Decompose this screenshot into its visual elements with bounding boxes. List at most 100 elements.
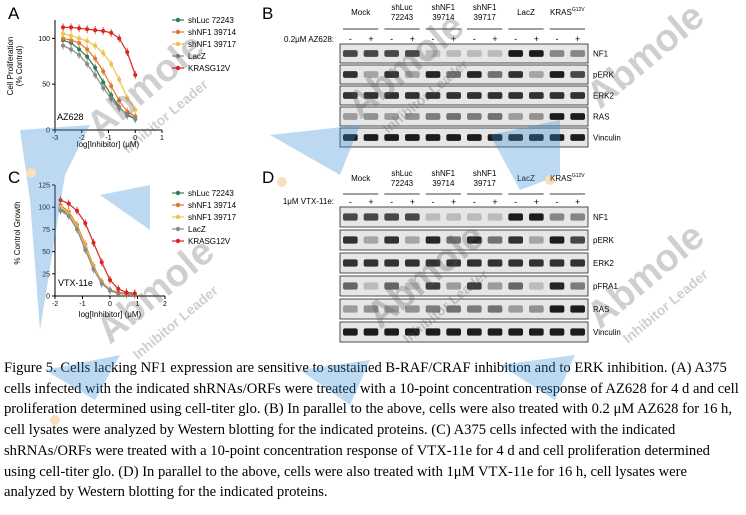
blot-b-lane-sign: +: [410, 34, 415, 44]
blot-d-band: [529, 328, 544, 336]
chart-a-series-line: [62, 37, 136, 117]
blot-b-band: [549, 92, 565, 99]
chart-c-legend-label: KRASG12V: [188, 237, 231, 246]
chart-a-point: [77, 52, 82, 57]
blot-d-lane-sign: -: [349, 197, 352, 207]
blot-d-blot-label: RAS: [593, 305, 609, 314]
blot-d-band: [384, 305, 399, 313]
blot-b-lane-sign: +: [451, 34, 456, 44]
chart-a-point: [77, 47, 82, 52]
blot-d-lane-sign: +: [492, 197, 497, 207]
chart-c-point: [99, 260, 104, 265]
blot-d-group-label: KRASG12V: [550, 173, 585, 183]
blot-d-band: [343, 282, 358, 290]
blot-b-band: [549, 71, 565, 78]
blot-d-band: [363, 236, 379, 244]
blot-d-blot-label: pFRA1: [593, 282, 618, 291]
chart-c: % Control Growth VTX-11e log[Inhibitor] …: [13, 183, 237, 320]
chart-a-point: [61, 36, 66, 41]
blot-d-lane-sign: -: [432, 197, 435, 207]
chart-c-point: [116, 291, 121, 296]
chart-a-legend-swatch: [175, 65, 181, 71]
blot-b-lane-sign: +: [575, 34, 580, 44]
blot-d-band: [405, 236, 420, 244]
chart-a-ylabel-line2: (% Control): [15, 45, 24, 86]
blot-d-band: [384, 282, 399, 290]
blot-d-band: [467, 282, 482, 290]
blot-b-band: [529, 113, 544, 120]
blot-d-group-label: LacZ: [517, 174, 535, 183]
blot-d-band: [405, 259, 420, 267]
blot-b-band: [405, 113, 420, 120]
chart-a-point: [93, 65, 98, 70]
chart-a-point: [93, 43, 98, 48]
blot-d-band: [425, 305, 441, 313]
blot-d-group-label: Mock: [351, 174, 371, 183]
blot-b-band: [467, 92, 482, 99]
blot-d-band: [570, 236, 585, 244]
blot-b-lane-sign: +: [368, 34, 373, 44]
blot-d-group-label: shNF1: [432, 169, 456, 178]
blot-d-band: [549, 213, 565, 221]
chart-a-legend-swatch: [175, 17, 181, 23]
chart-a-point: [85, 54, 90, 59]
chart-a-point: [77, 40, 82, 45]
blot-d-blot-strip: [339, 206, 589, 228]
blot-d-band: [549, 282, 565, 290]
blot-d-band: [570, 259, 585, 267]
chart-a-legend-swatch: [175, 53, 181, 59]
chart-c-legend-label: LacZ: [188, 225, 206, 234]
blot-d-band: [405, 213, 420, 221]
blot-d-band: [549, 259, 565, 267]
blot-d-band: [570, 328, 585, 336]
blot-d-band: [446, 259, 461, 267]
blot-d-band: [446, 236, 461, 244]
chart-a-x-tick-label: -3: [52, 135, 58, 142]
blot-d-blot-strip: [339, 275, 589, 297]
blot-b-band: [529, 50, 544, 57]
chart-a-legend-label: LacZ: [188, 52, 206, 61]
chart-a-point: [117, 36, 122, 41]
blot-b-band: [487, 134, 503, 141]
chart-a-point: [101, 69, 106, 74]
blot-b-band: [343, 113, 358, 120]
blot-d-blot-label: pERK: [593, 236, 615, 245]
chart-c-y-tick-label: 50: [42, 249, 50, 256]
blot-d-band: [405, 328, 420, 336]
blot-b-blot-label: NF1: [593, 50, 609, 59]
blot-d-band: [405, 282, 420, 290]
blot-d-band: [446, 213, 461, 221]
blot-d-band: [529, 213, 544, 221]
blot-d-band: [529, 236, 544, 244]
chart-c-point: [108, 278, 112, 283]
blot-d-group-label: shNF1: [473, 169, 497, 178]
blot-b-lane-sign: -: [473, 34, 476, 44]
blot-b-lane-sign: +: [492, 34, 497, 44]
chart-a-point: [109, 84, 114, 88]
chart-a-xlabel: log[Inhibitor] (μM): [77, 140, 140, 149]
chart-c-y-tick-label: 100: [38, 205, 50, 212]
chart-c-point: [116, 286, 121, 291]
blot-d-band: [425, 259, 441, 267]
blot-d-lane-sign: +: [534, 197, 539, 207]
blot-d-blot-strip: [339, 321, 589, 343]
blot-d-band: [549, 328, 565, 336]
blot-d-band: [446, 305, 461, 313]
chart-a-point: [61, 25, 66, 30]
blot-b-band: [549, 113, 565, 120]
chart-a-point: [69, 25, 74, 30]
blot-b-band: [529, 134, 544, 141]
blot-d-band: [467, 259, 482, 267]
chart-a-series-line: [62, 33, 136, 111]
blot-d-band: [487, 259, 503, 267]
chart-a-point: [101, 85, 106, 90]
blot-d-band: [487, 305, 503, 313]
blot-d-band: [467, 305, 482, 313]
chart-a-legend-swatch: [175, 29, 181, 35]
chart-a-point: [77, 26, 82, 31]
blot-b-band: [508, 71, 523, 78]
figure-caption: Figure 5. Cells lacking NF1 expression a…: [4, 360, 739, 501]
chart-c-point: [58, 198, 63, 203]
blot-b-band: [508, 92, 523, 99]
chart-a-point: [69, 38, 74, 43]
